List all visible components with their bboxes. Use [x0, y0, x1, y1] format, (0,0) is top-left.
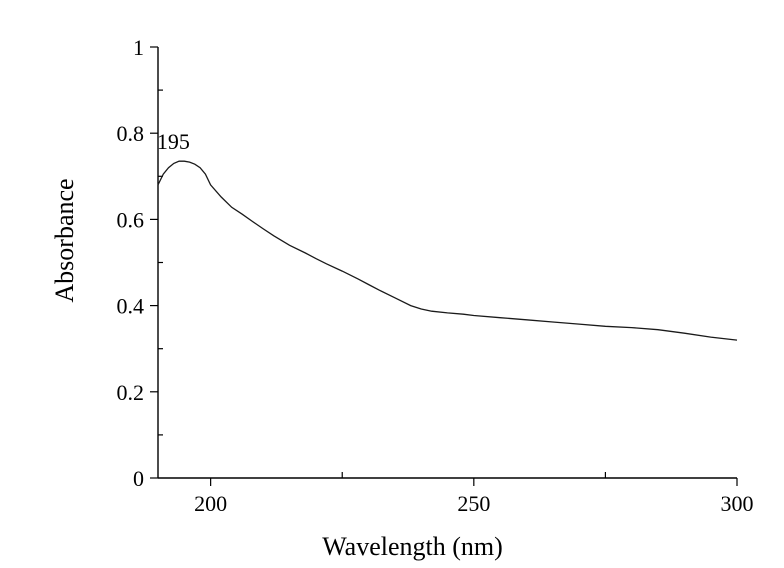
y-tick-label: 0.4	[117, 294, 145, 319]
absorbance-series-line	[157, 160, 738, 341]
x-tick-label: 200	[194, 491, 227, 516]
peak-annotation: 195	[157, 129, 190, 154]
x-axis-title: Wavelength (nm)	[322, 532, 503, 561]
y-axis-ticks: 0 0.2 0.4 0.6 0.8 1	[117, 35, 163, 491]
y-axis-title: Absorbance	[50, 178, 79, 302]
y-tick-label: 0.6	[117, 207, 145, 232]
y-tick-label: 0	[133, 466, 144, 491]
x-tick-label: 250	[457, 491, 490, 516]
annotation-group: 195	[157, 129, 190, 154]
axes	[157, 47, 737, 479]
x-axis-ticks: 200 250 300	[194, 472, 754, 516]
y-tick-label: 0.8	[117, 121, 145, 146]
y-tick-label: 0.2	[117, 380, 145, 405]
series-group	[157, 160, 738, 341]
x-tick-label: 300	[721, 491, 754, 516]
y-tick-label: 1	[133, 35, 144, 60]
